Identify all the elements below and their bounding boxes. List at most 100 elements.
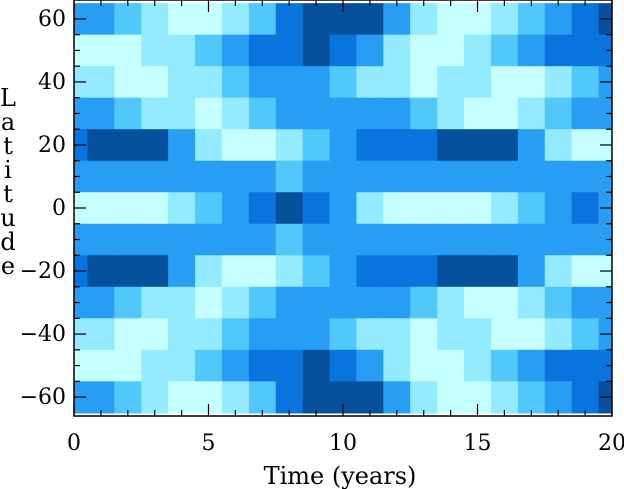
heatmap-cell [168,223,196,256]
heatmap-cell [275,3,304,36]
heatmap-cell [329,286,358,319]
heatmap-cell [490,129,519,162]
heatmap-cell [168,381,196,414]
heatmap-cell [275,34,304,67]
heatmap-cell [598,349,612,382]
heatmap-cell [383,255,411,288]
y-tick-label: −60 [20,385,66,410]
heatmap-cell [87,381,115,414]
x-tick-label: 0 [67,431,81,456]
heatmap-cells [74,3,612,414]
heatmap-cell [571,381,600,414]
heatmap-cell [168,97,196,130]
heatmap-cell [87,34,115,67]
y-axis-title-letter: i [4,156,12,184]
heatmap-cell [114,223,142,256]
heatmap-cell [490,318,519,351]
heatmap-cell [141,381,169,414]
heatmap-cell [195,160,223,193]
heatmap-cell [410,255,438,288]
heatmap-cell [221,160,250,193]
y-axis-title-letter: u [0,204,15,232]
heatmap-cell [544,381,573,414]
heatmap-cell [517,349,546,382]
heatmap-cell [221,349,250,382]
heatmap-cell [248,192,277,225]
heatmap-cell [490,97,519,130]
heatmap-cell [87,318,115,351]
heatmap-cell [329,223,358,256]
heatmap-cell [87,255,115,288]
heatmap-cell [329,97,358,130]
heatmap-cell [168,286,196,319]
heatmap-cell [437,3,465,36]
heatmap-cell [437,255,465,288]
heatmap-cell [571,192,600,225]
heatmap-cell [356,255,384,288]
heatmap-cell [168,34,196,67]
heatmap-cell [114,34,142,67]
heatmap-cell [410,160,438,193]
heatmap-cell [383,318,411,351]
heatmap-cell [517,255,546,288]
heatmap-cell [437,286,465,319]
heatmap-cell [329,255,358,288]
heatmap-cell [437,66,465,99]
heatmap-cell [383,349,411,382]
heatmap-cell [74,160,89,193]
heatmap-cell [168,3,196,36]
heatmap-cell [437,349,465,382]
heatmap-cell [275,286,304,319]
heatmap-cell [221,381,250,414]
heatmap-cell [410,349,438,382]
heatmap-cell [464,318,492,351]
heatmap-cell [356,349,384,382]
heatmap-cell [168,255,196,288]
heatmap-cell [74,34,89,67]
heatmap-cell [517,34,546,67]
heatmap-cell [437,318,465,351]
heatmap-cell [544,318,573,351]
heatmap-cell [383,192,411,225]
heatmap-cell [544,129,573,162]
heatmap-cell [302,97,331,130]
heatmap-cell [302,3,331,36]
heatmap-cell [195,129,223,162]
x-tick-label: 15 [464,431,492,456]
heatmap-cell [302,66,331,99]
heatmap-cell [248,3,277,36]
heatmap-cell [74,349,89,382]
heatmap-cell [517,286,546,319]
heatmap-cell [195,223,223,256]
heatmap-cell [248,97,277,130]
heatmap-cell [571,223,600,256]
heatmap-cell [168,192,196,225]
heatmap-cell [410,381,438,414]
heatmap-cell [275,255,304,288]
heatmap-cell [275,381,304,414]
heatmap-cell [544,160,573,193]
heatmap-cell [302,129,331,162]
heatmap-cell [517,192,546,225]
heatmap-cell [410,3,438,36]
heatmap-cell [490,286,519,319]
heatmap-cell [248,286,277,319]
heatmap-cell [248,34,277,67]
heatmap-cell [598,160,612,193]
heatmap-cell [87,3,115,36]
heatmap-cell [329,318,358,351]
heatmap-cell [195,286,223,319]
heatmap-cell [221,223,250,256]
heatmap-cell [302,255,331,288]
x-tick-labels: 0 5 10 15 20 [67,431,624,456]
heatmap-cell [410,34,438,67]
heatmap-cell [517,160,546,193]
heatmap-cell [221,129,250,162]
heatmap-cell [195,97,223,130]
heatmap-cell [141,97,169,130]
heatmap-cell [195,34,223,67]
heatmap-cell [275,223,304,256]
y-axis-title-letter: t [3,180,13,208]
heatmap-cell [571,286,600,319]
heatmap-cell [168,66,196,99]
